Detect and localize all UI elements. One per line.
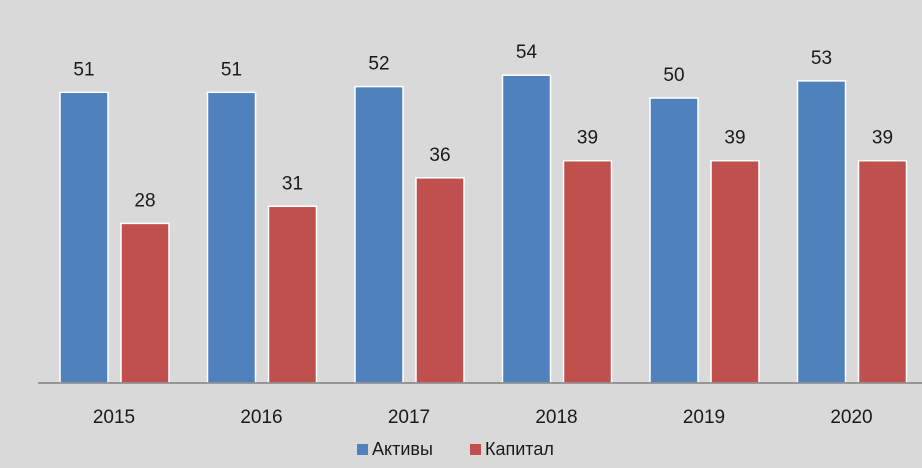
value-label-Активы-2016: 51 <box>221 59 242 80</box>
value-label-Капитал-2016: 31 <box>282 173 303 194</box>
x-tick-label-2016: 2016 <box>240 407 282 428</box>
value-labels-layer: 51 28 51 31 52 36 54 39 50 39 53 39 <box>73 42 893 211</box>
legend-swatch-Капитал <box>470 444 481 455</box>
bar-Активы-2016 <box>206 91 257 384</box>
bar-Капитал-2020 <box>857 159 908 384</box>
bar-Капитал-2016 <box>267 205 318 384</box>
value-label-Капитал-2015: 28 <box>134 190 155 211</box>
bar-Активы-2020 <box>796 80 847 384</box>
bar-Активы-2015 <box>59 91 109 384</box>
x-tick-label-2015: 2015 <box>93 407 135 428</box>
legend-label-Капитал: Капитал <box>485 439 554 459</box>
bar-Капитал-2018 <box>562 159 613 384</box>
value-label-Активы-2018: 54 <box>516 42 538 63</box>
x-tick-label-2019: 2019 <box>683 407 725 428</box>
x-tick-label-2018: 2018 <box>535 407 577 428</box>
value-label-Капитал-2019: 39 <box>724 128 745 149</box>
value-label-Активы-2019: 50 <box>663 65 684 86</box>
value-label-Капитал-2018: 39 <box>577 128 598 149</box>
value-label-Активы-2015: 51 <box>73 59 94 80</box>
bar-Капитал-2019 <box>710 159 760 384</box>
x-tick-labels: 2015 2016 2017 2018 2019 2020 <box>93 407 873 428</box>
legend-item-Капитал: Капитал <box>470 439 554 459</box>
value-label-Капитал-2020: 39 <box>872 128 893 149</box>
legend-label-Активы: Активы <box>372 439 433 459</box>
bars-layer <box>59 74 908 384</box>
bar-Активы-2018 <box>501 74 552 384</box>
bar-Активы-2017 <box>354 85 404 384</box>
x-tick-label-2017: 2017 <box>388 407 430 428</box>
legend-item-Активы: Активы <box>357 439 433 459</box>
value-label-Активы-2020: 53 <box>811 48 832 69</box>
value-label-Активы-2017: 52 <box>368 54 389 75</box>
legend: Активы Капитал <box>357 439 554 459</box>
x-tick-label-2020: 2020 <box>830 407 872 428</box>
value-label-Капитал-2017: 36 <box>429 145 450 166</box>
bar-Капитал-2017 <box>415 177 465 384</box>
legend-swatch-Активы <box>357 444 368 455</box>
bar-Капитал-2015 <box>120 222 170 384</box>
bar-Активы-2019 <box>649 97 699 384</box>
